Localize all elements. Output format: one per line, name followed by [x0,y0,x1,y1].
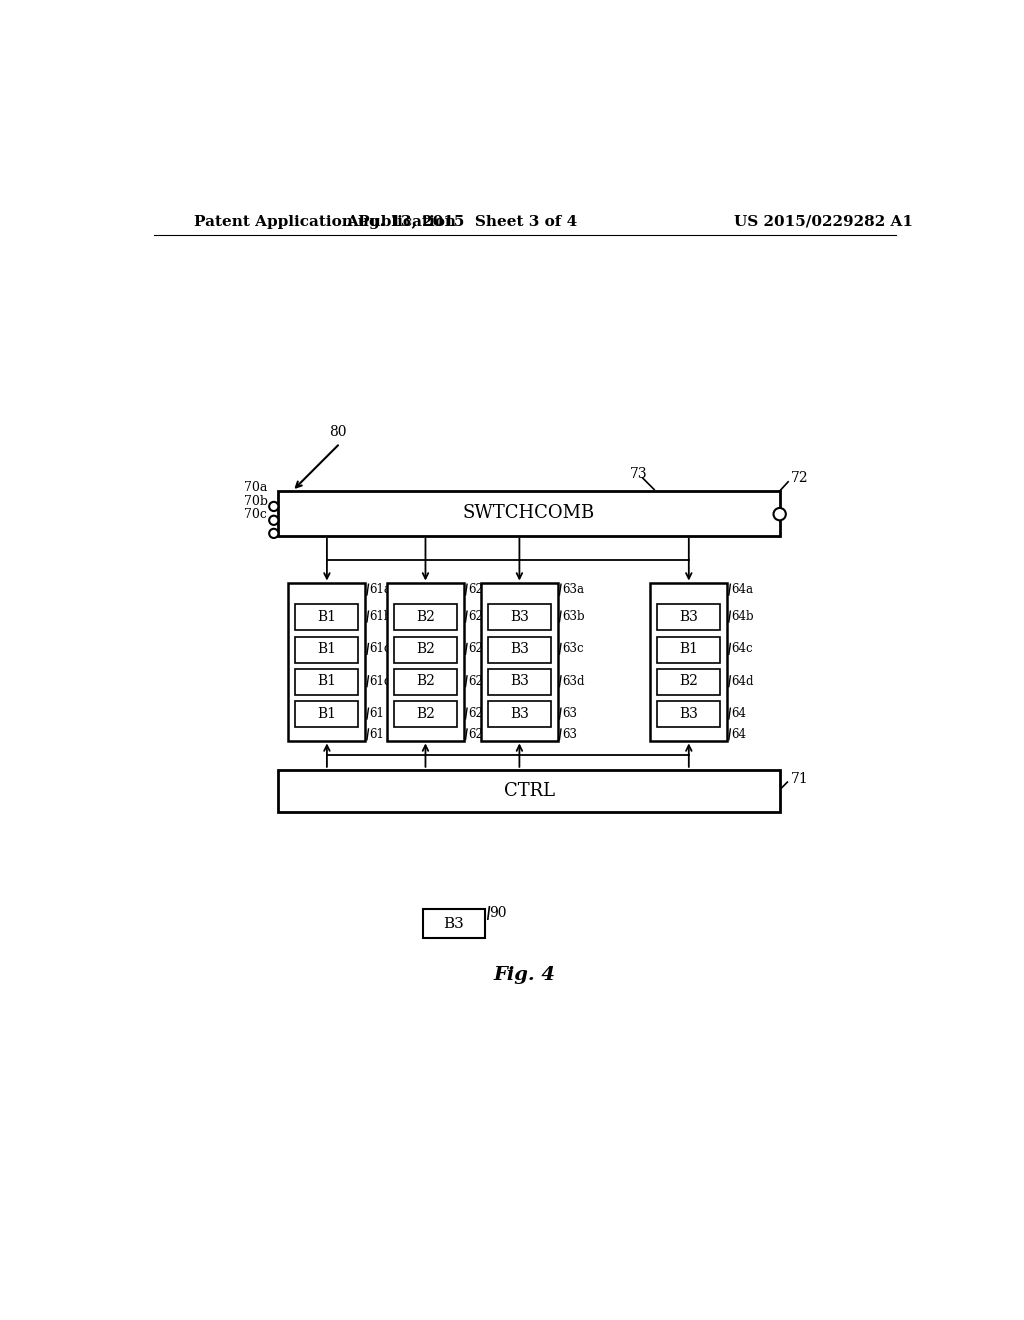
Text: 62: 62 [468,727,482,741]
Text: 64: 64 [731,708,746,721]
Text: 80: 80 [330,425,347,438]
Text: SWTCHCOMB: SWTCHCOMB [463,504,595,523]
Text: B1: B1 [317,642,337,656]
Text: 73: 73 [630,467,647,480]
Text: B2: B2 [416,706,435,721]
Text: B2: B2 [416,675,435,688]
Bar [487,669,551,696]
Bar [657,669,720,696]
Text: 63: 63 [562,727,577,741]
Text: Fig. 4: Fig. 4 [494,966,556,983]
Text: 70c: 70c [244,508,266,521]
Bar [387,583,464,741]
Text: 90: 90 [489,906,507,920]
Text: Aug. 13, 2015  Sheet 3 of 4: Aug. 13, 2015 Sheet 3 of 4 [346,215,578,228]
Text: 64d: 64d [731,675,754,688]
Text: B3: B3 [679,610,698,623]
Text: 70a: 70a [244,480,267,494]
Text: B3: B3 [510,610,528,623]
Text: B2: B2 [416,610,435,623]
Text: B3: B3 [679,706,698,721]
Text: B2: B2 [679,675,698,688]
Text: 61a: 61a [370,583,391,597]
Bar [295,669,358,696]
Circle shape [269,516,279,525]
Bar [487,636,551,663]
Text: 62: 62 [468,708,482,721]
Text: 61c: 61c [370,643,391,656]
Bar [394,605,457,631]
Bar [481,583,558,741]
Text: B3: B3 [443,917,464,931]
Text: B3: B3 [510,642,528,656]
Text: 72: 72 [792,471,809,484]
Text: 62c: 62c [468,643,489,656]
Bar [657,701,720,727]
Bar [394,636,457,663]
Bar [279,770,779,812]
Bar [289,583,366,741]
Bar [650,583,727,741]
Text: 64c: 64c [731,643,753,656]
Text: B3: B3 [510,706,528,721]
Text: B3: B3 [510,675,528,688]
Text: 62a: 62a [468,583,489,597]
Bar [295,701,358,727]
Text: B1: B1 [679,642,698,656]
Text: 61b: 61b [370,610,392,623]
Bar [394,669,457,696]
Text: B1: B1 [317,610,337,623]
Text: 63d: 63d [562,675,585,688]
Circle shape [269,529,279,539]
Text: 71: 71 [791,772,808,785]
Circle shape [269,502,279,511]
Bar [295,636,358,663]
Bar [657,605,720,631]
Text: B1: B1 [317,675,337,688]
Text: US 2015/0229282 A1: US 2015/0229282 A1 [734,215,913,228]
Text: 62d: 62d [468,675,490,688]
Text: 63b: 63b [562,610,585,623]
Bar [487,701,551,727]
Text: B2: B2 [416,642,435,656]
Text: 64a: 64a [731,583,754,597]
Bar [279,491,779,536]
Text: Patent Application Publication: Patent Application Publication [194,215,456,228]
Bar [295,605,358,631]
Text: 63: 63 [562,708,577,721]
Bar [423,909,484,939]
Text: 61: 61 [370,708,384,721]
Bar [657,636,720,663]
Bar [487,605,551,631]
Text: 63c: 63c [562,643,584,656]
Bar [394,701,457,727]
Text: 62b: 62b [468,610,490,623]
Text: 63a: 63a [562,583,584,597]
Text: B1: B1 [317,706,337,721]
Circle shape [773,508,785,520]
Text: 64b: 64b [731,610,754,623]
Text: 61d: 61d [370,675,391,688]
Text: 61: 61 [370,727,384,741]
Text: CTRL: CTRL [504,781,555,800]
Text: 64: 64 [731,727,746,741]
Text: 70b: 70b [244,495,267,508]
